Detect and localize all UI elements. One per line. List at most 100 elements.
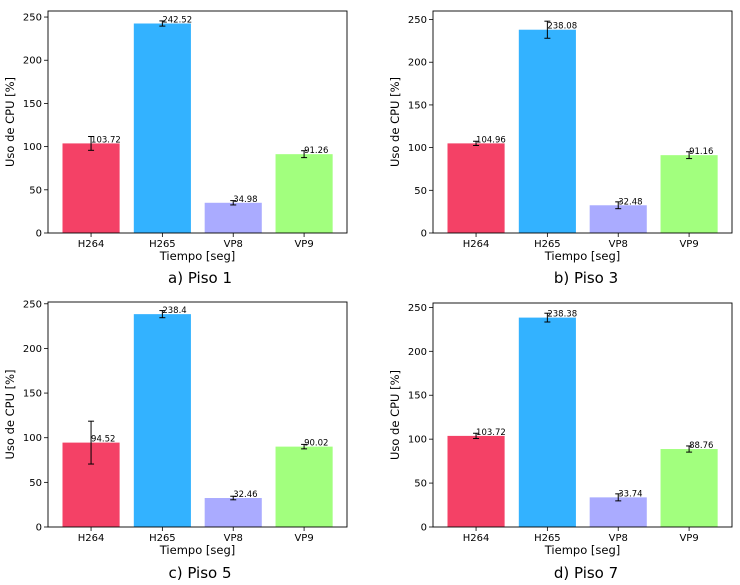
x-tick-label: VP9 — [294, 533, 313, 544]
value-label: 32.48 — [618, 197, 642, 207]
chart-panel-2: 104.96 H264 238.08 H265 32.48 VP8 91.16 VP9 0 50 1… — [388, 10, 733, 287]
y-tick-label: 50 — [414, 186, 427, 197]
panel-caption: d) Piso 7 — [554, 564, 618, 582]
bar-h265 — [518, 29, 576, 233]
value-label: 91.26 — [304, 146, 328, 156]
x-tick-label: H265 — [534, 239, 561, 250]
panel-caption: c) Piso 5 — [168, 564, 231, 582]
y-axis-label: Uso de CPU [%] — [3, 77, 17, 167]
y-tick-label: 200 — [408, 58, 427, 69]
panel-caption: a) Piso 1 — [168, 269, 232, 287]
panel-caption: b) Piso 3 — [554, 269, 618, 287]
bar-h264 — [447, 143, 505, 233]
x-tick-label: VP8 — [609, 533, 628, 544]
y-tick-label: 50 — [29, 478, 42, 489]
y-axis-label: Uso de CPU [%] — [3, 369, 17, 459]
bar-vp9 — [275, 446, 333, 527]
caption-text: Piso 7 — [574, 564, 618, 582]
x-axis-label: Tiempo [seg] — [544, 249, 620, 263]
value-label: 103.72 — [91, 135, 121, 145]
y-tick-label: 100 — [23, 433, 42, 444]
plot-frame — [47, 301, 348, 528]
x-tick-label: H265 — [149, 533, 176, 544]
value-label: 32.46 — [233, 490, 257, 500]
x-tick-label: H264 — [78, 533, 105, 544]
plot-frame — [47, 10, 348, 234]
x-axis-label: Tiempo [seg] — [159, 543, 235, 557]
bar-vp8 — [204, 498, 262, 527]
value-label: 33.74 — [618, 489, 642, 499]
x-tick-label: VP9 — [679, 239, 698, 250]
value-label: 104.96 — [476, 135, 506, 145]
y-tick-label: 150 — [408, 391, 427, 402]
caption-text: Piso 3 — [574, 269, 618, 287]
plot-frame — [432, 302, 733, 528]
bar-vp9 — [275, 154, 333, 233]
x-axis-label: Tiempo [seg] — [544, 543, 620, 557]
bar-h264 — [447, 435, 505, 527]
value-label: 238.38 — [547, 310, 577, 320]
caption-letter: c) — [168, 564, 187, 582]
value-label: 90.02 — [304, 439, 328, 449]
y-tick-label: 100 — [23, 142, 42, 153]
y-tick-label: 150 — [408, 100, 427, 111]
y-tick-label: 0 — [421, 229, 427, 240]
plot-frame — [432, 10, 733, 234]
caption-text: Piso 1 — [188, 269, 232, 287]
bar-h265 — [518, 317, 576, 527]
x-axis-label: Tiempo [seg] — [159, 249, 235, 263]
chart-panel-1: 103.72 H264 242.52 H265 34.98 VP8 91.26 VP9 0 50 1… — [3, 10, 348, 287]
y-axis-label: Uso de CPU [%] — [388, 370, 402, 460]
y-tick-label: 250 — [23, 299, 42, 310]
bar-vp8 — [589, 497, 647, 527]
y-tick-label: 50 — [414, 479, 427, 490]
bar-vp9 — [660, 155, 718, 233]
value-label: 238.4 — [162, 306, 186, 316]
y-tick-label: 100 — [408, 435, 427, 446]
bar-h264 — [62, 143, 120, 233]
y-tick-label: 150 — [23, 99, 42, 110]
bar-vp8 — [589, 205, 647, 233]
y-tick-label: 200 — [23, 344, 42, 355]
y-tick-label: 100 — [408, 143, 427, 154]
x-tick-label: H265 — [534, 533, 561, 544]
bar-vp8 — [204, 202, 262, 233]
y-tick-label: 50 — [29, 185, 42, 196]
x-tick-label: VP9 — [294, 239, 313, 250]
caption-letter: b) — [554, 269, 574, 287]
chart-panel-3: 94.52 H264 238.4 H265 32.46 VP8 90.02 VP9 0 50 100… — [3, 299, 348, 582]
y-tick-label: 250 — [408, 15, 427, 26]
chart-panel-4: 103.72 H264 238.38 H265 33.74 VP8 88.76 VP9 0 50 1… — [388, 302, 733, 582]
value-label: 34.98 — [233, 195, 257, 205]
y-tick-label: 0 — [421, 523, 427, 534]
y-tick-label: 150 — [23, 389, 42, 400]
value-label: 242.52 — [162, 16, 192, 26]
y-tick-label: 200 — [408, 347, 427, 358]
x-tick-label: VP8 — [224, 239, 243, 250]
x-tick-label: VP9 — [679, 533, 698, 544]
bar-vp9 — [660, 449, 718, 527]
x-tick-label: H265 — [149, 239, 176, 250]
value-label: 88.76 — [689, 441, 713, 451]
bar-h265 — [133, 314, 191, 527]
caption-letter: d) — [554, 564, 574, 582]
y-tick-label: 0 — [36, 229, 42, 240]
y-axis-label: Uso de CPU [%] — [388, 77, 402, 167]
value-label: 103.72 — [476, 428, 506, 438]
value-label: 238.08 — [547, 22, 577, 32]
y-tick-label: 250 — [408, 303, 427, 314]
x-tick-label: H264 — [463, 533, 490, 544]
value-label: 94.52 — [91, 435, 115, 445]
caption-letter: a) — [168, 269, 188, 287]
x-tick-label: H264 — [78, 239, 105, 250]
y-tick-label: 0 — [36, 523, 42, 534]
bar-h265 — [133, 23, 191, 234]
y-tick-label: 200 — [23, 56, 42, 67]
x-tick-label: VP8 — [224, 533, 243, 544]
x-tick-label: H264 — [463, 239, 490, 250]
caption-text: Piso 5 — [187, 564, 231, 582]
x-tick-label: VP8 — [609, 239, 628, 250]
value-label: 91.16 — [689, 147, 713, 157]
y-tick-label: 250 — [23, 13, 42, 24]
